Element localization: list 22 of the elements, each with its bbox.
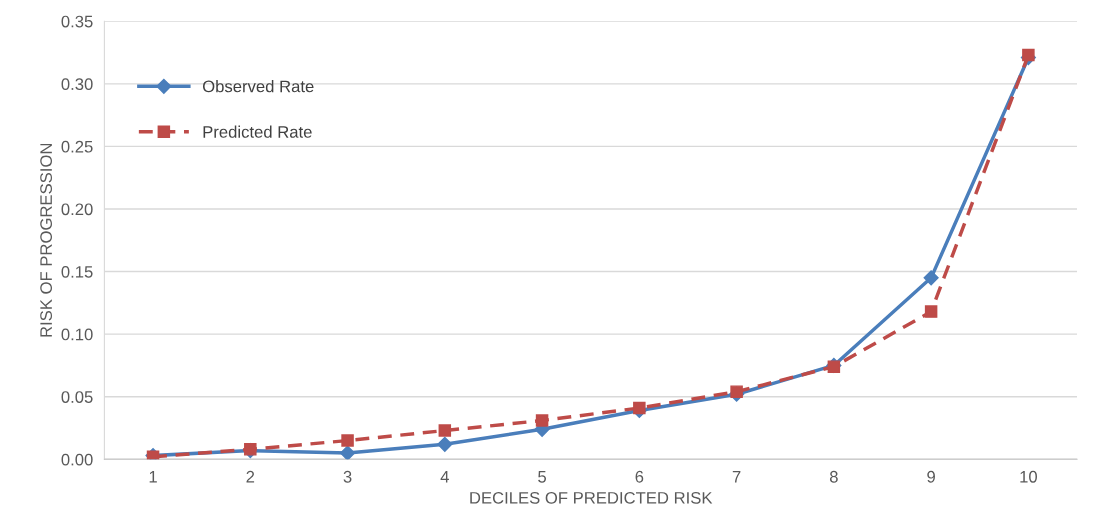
y-tick-label: 0.10 xyxy=(61,328,93,341)
x-tick-label: 7 xyxy=(732,471,741,483)
legend-label: Observed Rate xyxy=(202,80,314,93)
y-tick-label: 0.35 xyxy=(61,15,93,28)
x-tick-label: 6 xyxy=(635,470,644,483)
x-tick-label: 10 xyxy=(1020,470,1038,483)
x-tick-label: 1 xyxy=(149,471,157,483)
y-tick-label: 0.30 xyxy=(61,78,93,91)
y-tick-label: 0.15 xyxy=(61,265,93,278)
y-tick-label: 0.00 xyxy=(61,453,93,466)
y-tick-label: 0.25 xyxy=(61,140,93,153)
x-tick-label: 8 xyxy=(829,470,838,483)
y-axis-title: RISK OF PROGRESSION xyxy=(40,143,53,337)
legend-label: Predicted Rate xyxy=(203,125,312,138)
x-tick-label: 2 xyxy=(246,470,255,483)
x-tick-label: 3 xyxy=(343,470,352,483)
x-tick-label: 4 xyxy=(440,471,449,483)
x-axis-title: DECILES OF PREDICTED RISK xyxy=(470,491,713,504)
y-tick-label: 0.05 xyxy=(61,391,93,403)
y-tick-label: 0.20 xyxy=(61,203,93,216)
x-tick-label: 5 xyxy=(538,471,547,483)
x-tick-label: 9 xyxy=(927,470,935,483)
